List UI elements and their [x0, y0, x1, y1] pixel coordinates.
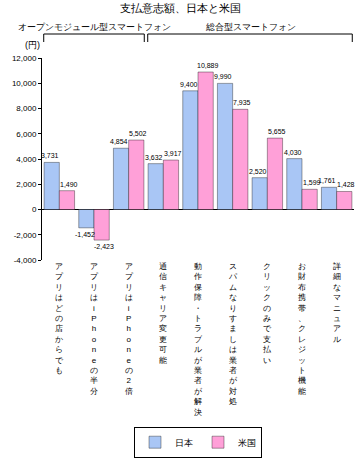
svg-text:お財布携帯、クレジット機能: お財布携帯、クレジット機能 — [298, 262, 306, 396]
svg-text:米国: 米国 — [238, 438, 256, 448]
svg-text:クリックのみで支払い: クリックのみで支払い — [262, 262, 272, 365]
svg-text:オープンモジュール型スマートフォン: オープンモジュール型スマートフォン — [18, 22, 171, 32]
svg-text:(円): (円) — [25, 40, 40, 50]
svg-text:スパムなりすましは業者が対処: スパムなりすましは業者が対処 — [228, 262, 238, 406]
svg-text:-1,452: -1,452 — [75, 231, 95, 238]
svg-text:4,030: 4,030 — [284, 149, 302, 156]
svg-text:10,000: 10,000 — [12, 79, 37, 88]
svg-text:8,000: 8,000 — [16, 104, 37, 113]
svg-text:詳細なマニュアル: 詳細なマニュアル — [332, 262, 341, 344]
svg-text:総合型スマートフォン: 総合型スマートフォン — [205, 22, 296, 32]
svg-text:1,761: 1,761 — [318, 177, 336, 184]
svg-text:6,000: 6,000 — [16, 130, 37, 139]
svg-text:通信キャリア変更可能: 通信キャリア変更可能 — [159, 262, 167, 365]
svg-text:9,400: 9,400 — [180, 81, 198, 88]
svg-text:3,632: 3,632 — [145, 154, 163, 161]
svg-text:動作保障・トラブルが業者が解決: 動作保障・トラブルが業者が解決 — [193, 262, 203, 417]
svg-text:4,854: 4,854 — [110, 138, 128, 145]
svg-text:9,990: 9,990 — [214, 73, 232, 80]
svg-text:アプリはどの店からでも: アプリはどの店からでも — [55, 262, 64, 375]
svg-text:1,599: 1,599 — [303, 179, 321, 186]
svg-text:1,490: 1,490 — [60, 181, 78, 188]
svg-text:2,000: 2,000 — [16, 180, 37, 189]
svg-text:5,655: 5,655 — [268, 128, 286, 135]
svg-text:-2,000: -2,000 — [14, 231, 37, 240]
svg-text:3,917: 3,917 — [164, 150, 182, 157]
svg-text:10,889: 10,889 — [197, 62, 219, 69]
svg-text:3,731: 3,731 — [41, 152, 59, 159]
svg-text:-2,423: -2,423 — [94, 243, 114, 250]
svg-text:5,502: 5,502 — [129, 130, 147, 137]
svg-text:12,000: 12,000 — [12, 54, 37, 63]
svg-text:4,000: 4,000 — [16, 155, 37, 164]
svg-text:2,520: 2,520 — [249, 168, 267, 175]
svg-text:-4,000: -4,000 — [14, 256, 37, 265]
svg-text:日本: 日本 — [175, 438, 193, 448]
svg-text:1,428: 1,428 — [337, 181, 355, 188]
svg-text:アプリはiPhoneの半分: アプリはiPhoneの半分 — [90, 262, 99, 396]
svg-text:7,935: 7,935 — [233, 99, 251, 106]
svg-text:アプリはiPhoneの2倍: アプリはiPhoneの2倍 — [125, 262, 134, 396]
svg-text:支払意志額、日本と米国: 支払意志額、日本と米国 — [120, 2, 241, 14]
svg-text:0: 0 — [32, 205, 37, 214]
